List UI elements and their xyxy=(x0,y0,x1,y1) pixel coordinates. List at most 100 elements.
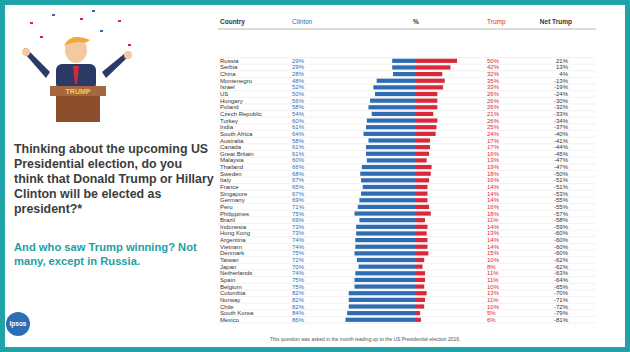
clinton-label: 64% xyxy=(292,131,305,137)
net-label: -37% xyxy=(554,124,569,130)
country-label: Sweden xyxy=(220,171,242,177)
clinton-bar xyxy=(359,198,416,202)
trump-label: 14% xyxy=(487,197,500,203)
trump-bar xyxy=(416,258,424,262)
row-rule xyxy=(218,303,596,304)
net-label: -62% xyxy=(554,264,569,270)
clinton-bar xyxy=(361,192,416,196)
trump-bar xyxy=(416,298,425,302)
clinton-bar xyxy=(355,284,417,288)
net-label: 4% xyxy=(559,71,568,77)
trump-bar xyxy=(416,99,437,103)
row-rule xyxy=(218,223,596,224)
trump-bar xyxy=(416,198,427,202)
hand xyxy=(22,48,30,56)
clinton-bar xyxy=(370,99,416,103)
net-label: -47% xyxy=(554,164,569,170)
net-label: -57% xyxy=(554,211,569,217)
row-rule xyxy=(218,183,596,184)
confetti xyxy=(92,10,95,12)
clinton-label: 61% xyxy=(292,151,305,157)
trump-label: 11% xyxy=(487,217,499,223)
row-rule xyxy=(218,97,596,98)
country-label: Singapore xyxy=(220,191,248,197)
header-clinton: Clinton xyxy=(292,18,313,25)
trump-bar xyxy=(416,318,421,322)
trump-bar xyxy=(416,158,427,162)
net-label: -45% xyxy=(554,151,569,157)
trump-bar xyxy=(416,125,437,129)
header-rule xyxy=(218,29,596,30)
trump-bar xyxy=(416,265,423,269)
country-label: Great Britain xyxy=(220,151,254,157)
clinton-label: 69% xyxy=(292,197,305,203)
country-label: Malaysia xyxy=(220,157,244,163)
trump-label: 16% xyxy=(487,177,500,183)
clinton-bar xyxy=(367,118,416,122)
country-label: Denmark xyxy=(220,250,245,256)
row-rule xyxy=(218,177,596,178)
trump-bar xyxy=(416,291,427,295)
country-label: Indonesia xyxy=(220,224,247,230)
country-label: Czech Republic xyxy=(220,111,262,117)
trump-label: 16% xyxy=(487,151,500,157)
trump-label: 17% xyxy=(487,144,500,150)
clinton-label: 74% xyxy=(292,237,305,243)
header-percent: % xyxy=(413,18,419,25)
trump-label: 6% xyxy=(487,317,496,323)
trump-label: 14% xyxy=(487,191,500,197)
trump-bar xyxy=(416,251,428,255)
header-trump: Trump xyxy=(487,18,506,26)
net-label: 13% xyxy=(556,64,569,70)
trump-label: 35% xyxy=(487,78,500,84)
clinton-label: 75% xyxy=(292,284,305,290)
country-label: India xyxy=(220,124,234,130)
country-label: Vietnam xyxy=(220,244,242,250)
clinton-label: 68% xyxy=(292,171,305,177)
trump-label: 14% xyxy=(487,224,500,230)
clinton-label: 75% xyxy=(292,277,305,283)
row-rule xyxy=(218,157,596,158)
trump-label: 10% xyxy=(487,284,500,290)
trump-label: 10% xyxy=(487,257,500,263)
trump-bar xyxy=(416,65,450,69)
clinton-bar xyxy=(368,105,416,109)
clinton-bar xyxy=(355,238,416,242)
net-label: -13% xyxy=(554,78,569,84)
clinton-label: 60% xyxy=(292,118,305,124)
trump-label: 25% xyxy=(487,124,500,130)
country-label: Peru xyxy=(220,204,233,210)
row-rule xyxy=(218,77,596,78)
header-net: Net Trump xyxy=(540,18,572,26)
row-rule xyxy=(218,276,596,277)
trump-label: 32% xyxy=(487,71,500,77)
clinton-bar xyxy=(349,291,416,295)
net-label: -63% xyxy=(554,270,569,276)
confetti xyxy=(128,44,131,46)
clinton-bar xyxy=(355,278,417,282)
net-label: -65% xyxy=(554,284,569,290)
country-label: Japan xyxy=(220,264,236,270)
row-rule xyxy=(218,130,596,131)
clinton-label: 73% xyxy=(292,224,305,230)
country-label: Chile xyxy=(220,304,234,310)
trump-bar xyxy=(416,172,431,176)
clinton-label: 82% xyxy=(292,304,305,310)
country-label: Serbia xyxy=(220,64,238,70)
confetti xyxy=(40,36,43,38)
net-label: -32% xyxy=(554,104,569,110)
row-rule xyxy=(218,117,596,118)
row-rule xyxy=(218,236,596,237)
row-rule xyxy=(218,230,596,231)
row-rule xyxy=(218,57,596,58)
trump-bar xyxy=(416,165,432,169)
trump-label: 15% xyxy=(487,250,500,256)
trump-label: 26% xyxy=(487,104,500,110)
net-label: -51% xyxy=(554,177,569,183)
clinton-label: 58% xyxy=(292,104,305,110)
country-label: Philippines xyxy=(220,211,249,217)
row-rule xyxy=(218,150,596,151)
trump-label: 5% xyxy=(487,310,496,316)
row-rule xyxy=(218,296,596,297)
trump-bar xyxy=(416,152,429,156)
